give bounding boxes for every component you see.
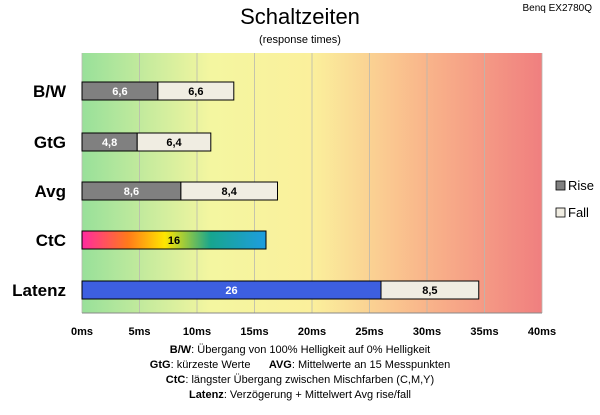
bar-rise-label: 8,6: [124, 186, 139, 198]
bar-fall: [157, 81, 235, 101]
chart-notes: B/W: Übergang von 100% Helligkeit auf 0%…: [0, 343, 600, 403]
bar-fall-label: 6,6: [188, 86, 203, 98]
x-tick-label: 40ms: [528, 326, 556, 338]
bar-rise-label: 6,6: [112, 86, 127, 98]
legend-rise-label: Rise: [568, 178, 594, 193]
bar-fall: [380, 280, 480, 300]
x-tick-label: 30ms: [413, 326, 441, 338]
note-bw: B/W: Übergang von 100% Helligkeit auf 0%…: [169, 344, 431, 356]
legend-fall-label: Fall: [568, 205, 589, 220]
bar-rise-label: 16: [168, 235, 180, 247]
bar-rise-label: 26: [225, 285, 237, 297]
bar-rise-label: 4,8: [102, 137, 117, 149]
note-latenz: Latenz: Verzögerung + Mittelwert Avg ris…: [188, 389, 412, 401]
x-tick-label: 0ms: [71, 326, 93, 338]
monitor-model: Benq EX2780Q: [522, 3, 593, 14]
x-tick-label: 25ms: [355, 326, 383, 338]
category-label: Latenz: [12, 281, 66, 300]
note-gtg-avg: GtG: kürzeste Werte AVG: Mittelwerte an …: [149, 359, 451, 371]
x-tick-label: 20ms: [298, 326, 326, 338]
chart-subtitle: (response times): [259, 34, 341, 46]
note-ctc: CtC: längster Übergang zwischen Mischfar…: [165, 374, 435, 386]
x-tick-label: 5ms: [128, 326, 150, 338]
bar-rise: [81, 230, 267, 250]
category-label: Avg: [35, 182, 67, 201]
legend-fall-swatch: [555, 207, 566, 218]
bar-fall-label: 8,4: [222, 186, 238, 198]
x-tick-label: 15ms: [240, 326, 268, 338]
x-tick-label: 10ms: [183, 326, 211, 338]
bar-fall-label: 6,4: [166, 137, 182, 149]
legend-rise-swatch: [555, 180, 566, 191]
bar-fall: [180, 181, 278, 201]
x-tick-label: 35ms: [470, 326, 498, 338]
bar-fall-label: 8,5: [422, 285, 437, 297]
category-label: B/W: [33, 82, 67, 101]
bar-fall: [136, 132, 212, 152]
category-label: CtC: [36, 231, 66, 250]
chart-title: Schaltzeiten: [240, 4, 360, 29]
response-time-chart: 6,6 6,6 4,8 6,4 8,6 8,4 16 26 8,5 B/W GtG Avg CtC La…: [12, 53, 594, 338]
category-label: GtG: [34, 133, 66, 152]
